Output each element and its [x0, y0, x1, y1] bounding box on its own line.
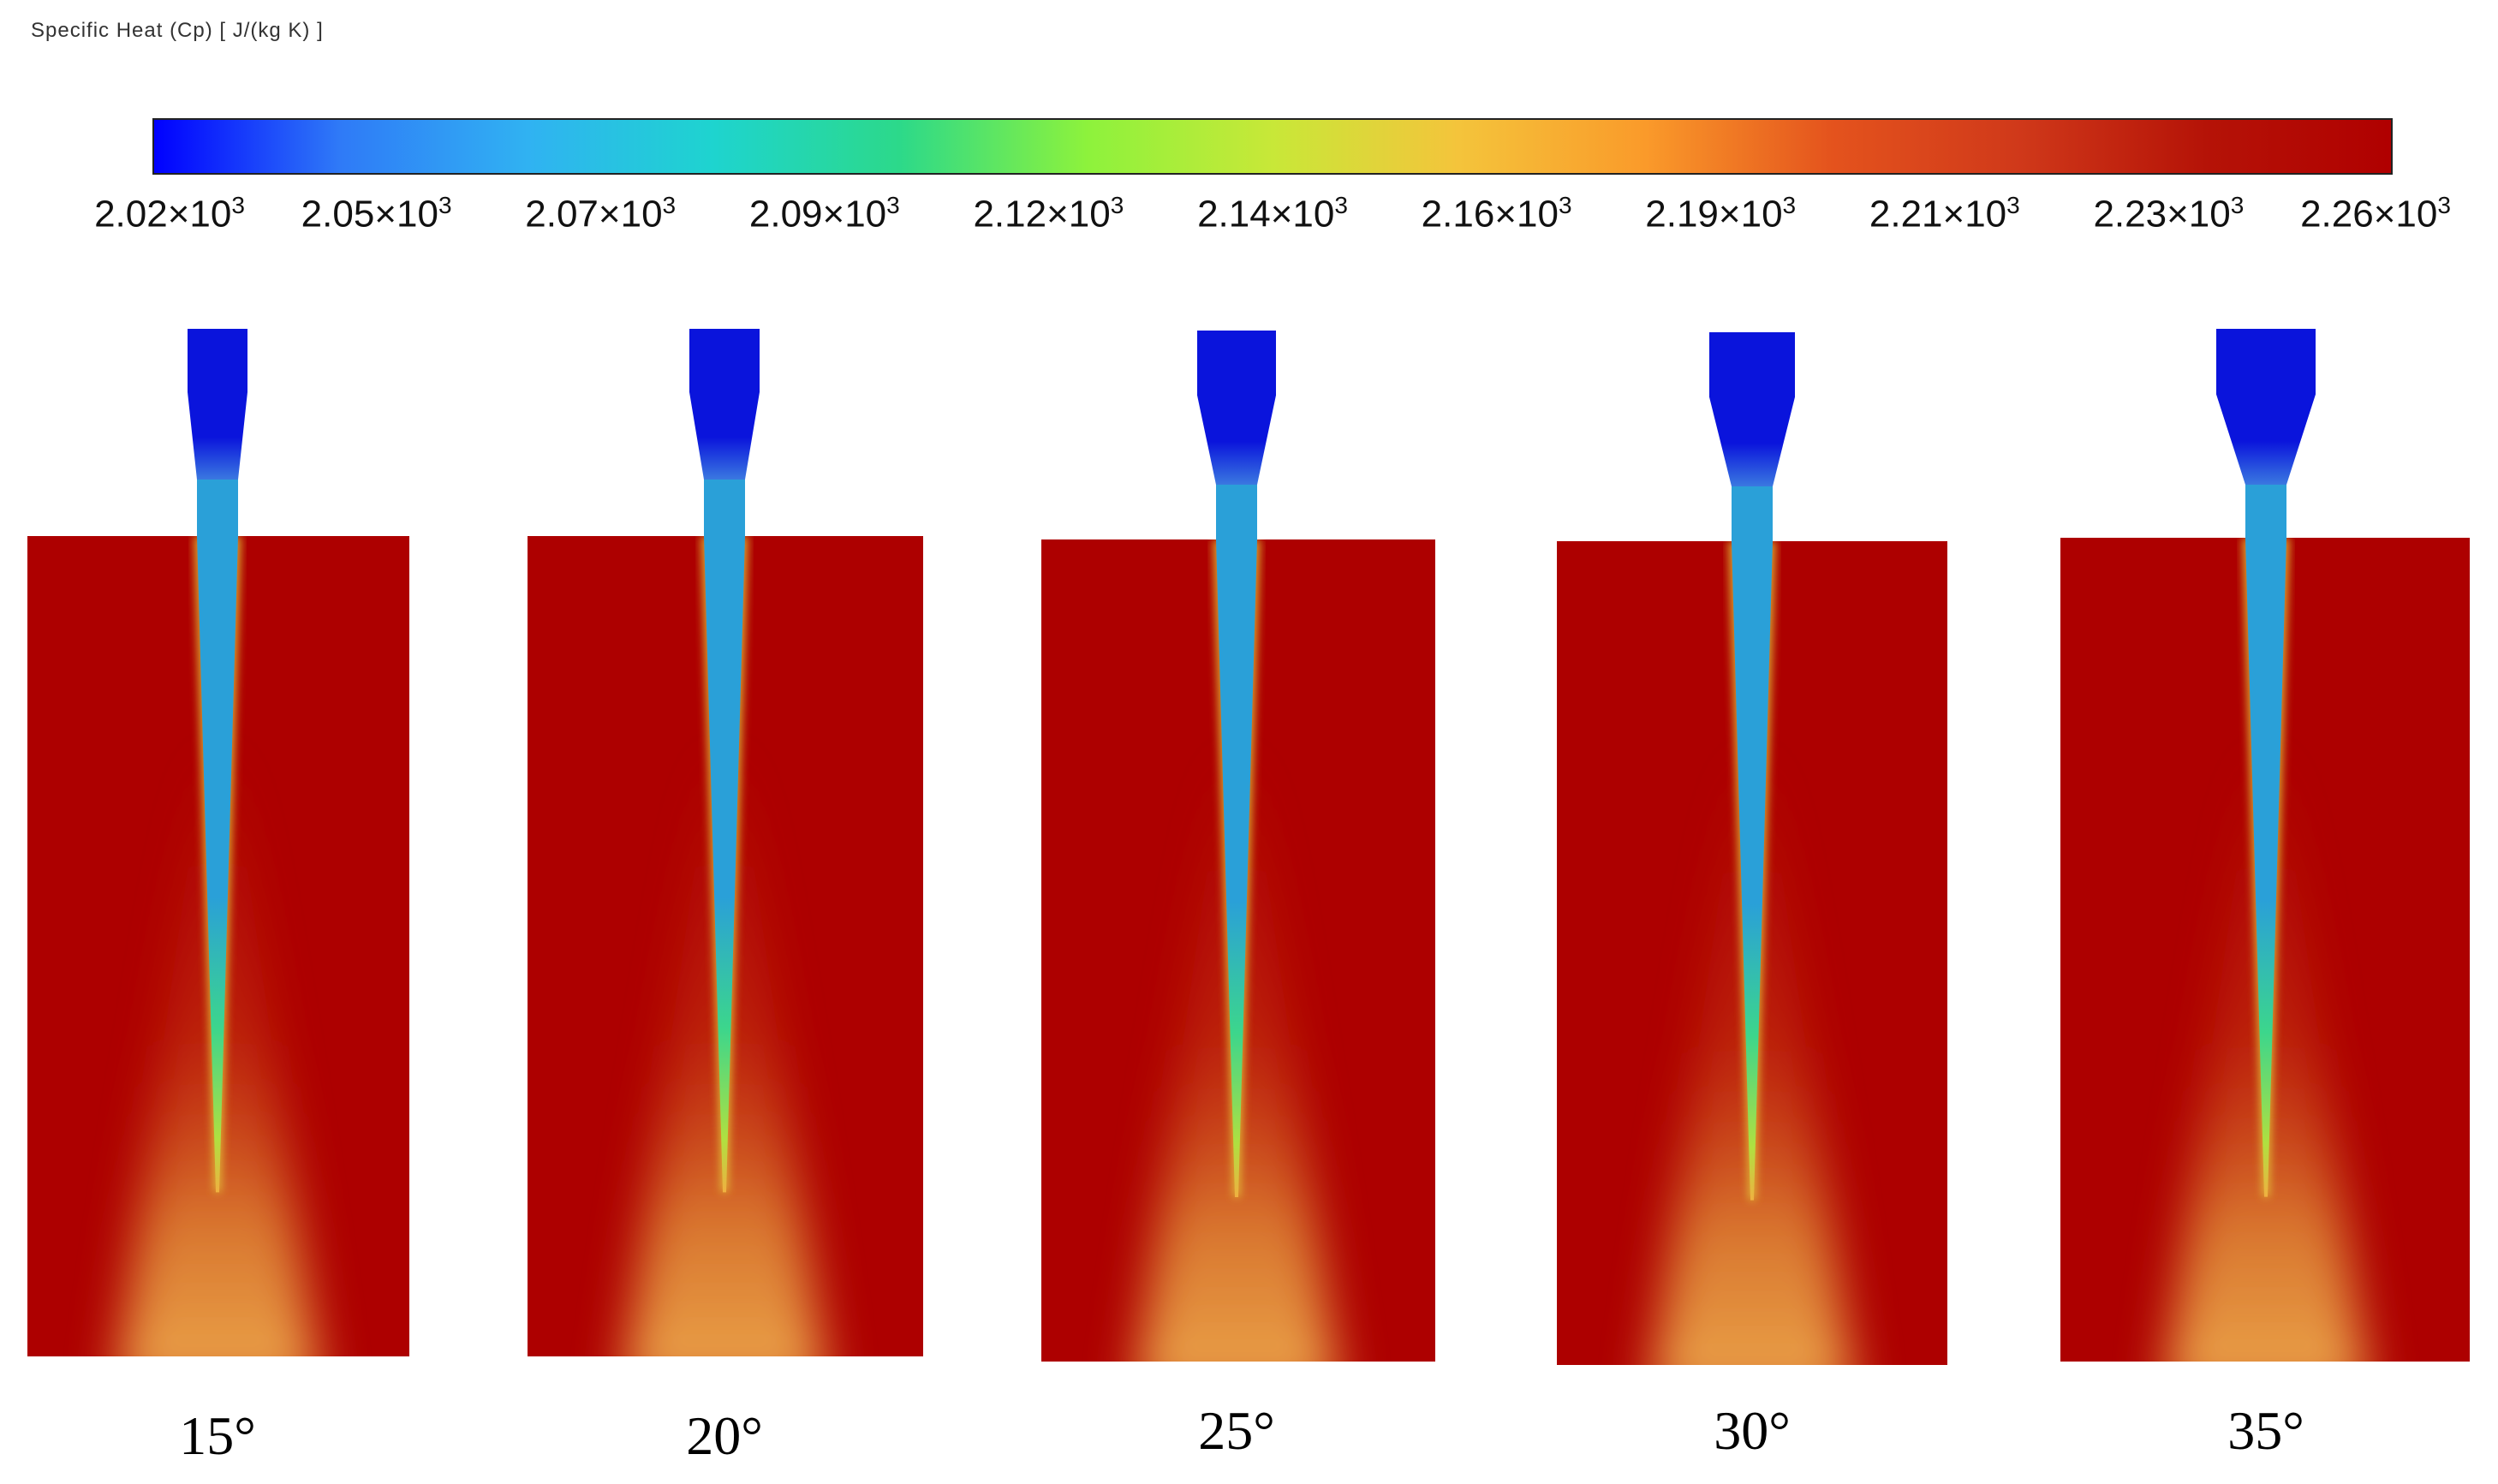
- color-scale-tick-label: 2.23×103: [2093, 192, 2245, 235]
- contour-panel-1: [27, 329, 409, 1356]
- color-scale-tick-label: 2.14×103: [1197, 192, 1348, 235]
- nozzle-inlet: [689, 329, 760, 480]
- jet-core: [2245, 538, 2286, 1197]
- color-scale-tick-label: 2.12×103: [973, 192, 1124, 235]
- nozzle-inlet: [1709, 332, 1795, 486]
- contour-panel-3: [1041, 331, 1435, 1362]
- color-scale-tick-label: 2.21×103: [1869, 192, 2020, 235]
- color-scale-tick-label: 2.19×103: [1645, 192, 1797, 235]
- jet-core: [197, 536, 238, 1193]
- jet-core: [1216, 539, 1257, 1197]
- angle-label: 20°: [686, 1405, 763, 1466]
- nozzle-inlet: [188, 329, 247, 480]
- nozzle-inlet: [2216, 329, 2316, 485]
- nozzle-inlet: [1197, 331, 1276, 485]
- nozzle-throat: [1732, 486, 1773, 543]
- color-scale-tick-label: 2.16×103: [1421, 192, 1572, 235]
- nozzle-throat: [1216, 485, 1257, 541]
- legend-title: Specific Heat (Cp) [ J/(kg K) ]: [31, 19, 324, 42]
- angle-label: 35°: [2227, 1400, 2304, 1461]
- color-scale-tick-label: 2.05×103: [301, 192, 452, 235]
- jet-core: [1732, 541, 1773, 1201]
- nozzle-throat: [2245, 485, 2286, 539]
- color-scale-tick-label: 2.07×103: [525, 192, 677, 235]
- angle-label: 25°: [1198, 1400, 1275, 1461]
- contour-panel-2: [528, 329, 923, 1356]
- color-scale-tick-label: 2.02×103: [94, 192, 245, 235]
- nozzle-throat: [197, 480, 238, 538]
- color-scale-bar: [152, 118, 2393, 175]
- angle-label: 15°: [179, 1405, 256, 1466]
- color-scale-tick-label: 2.26×103: [2300, 192, 2451, 235]
- color-scale-tick-label: 2.09×103: [748, 192, 900, 235]
- jet-core: [704, 536, 745, 1193]
- nozzle-throat: [704, 480, 745, 538]
- angle-label: 30°: [1714, 1400, 1791, 1461]
- contour-panel-4: [1557, 332, 1947, 1365]
- contour-panel-5: [2060, 329, 2470, 1362]
